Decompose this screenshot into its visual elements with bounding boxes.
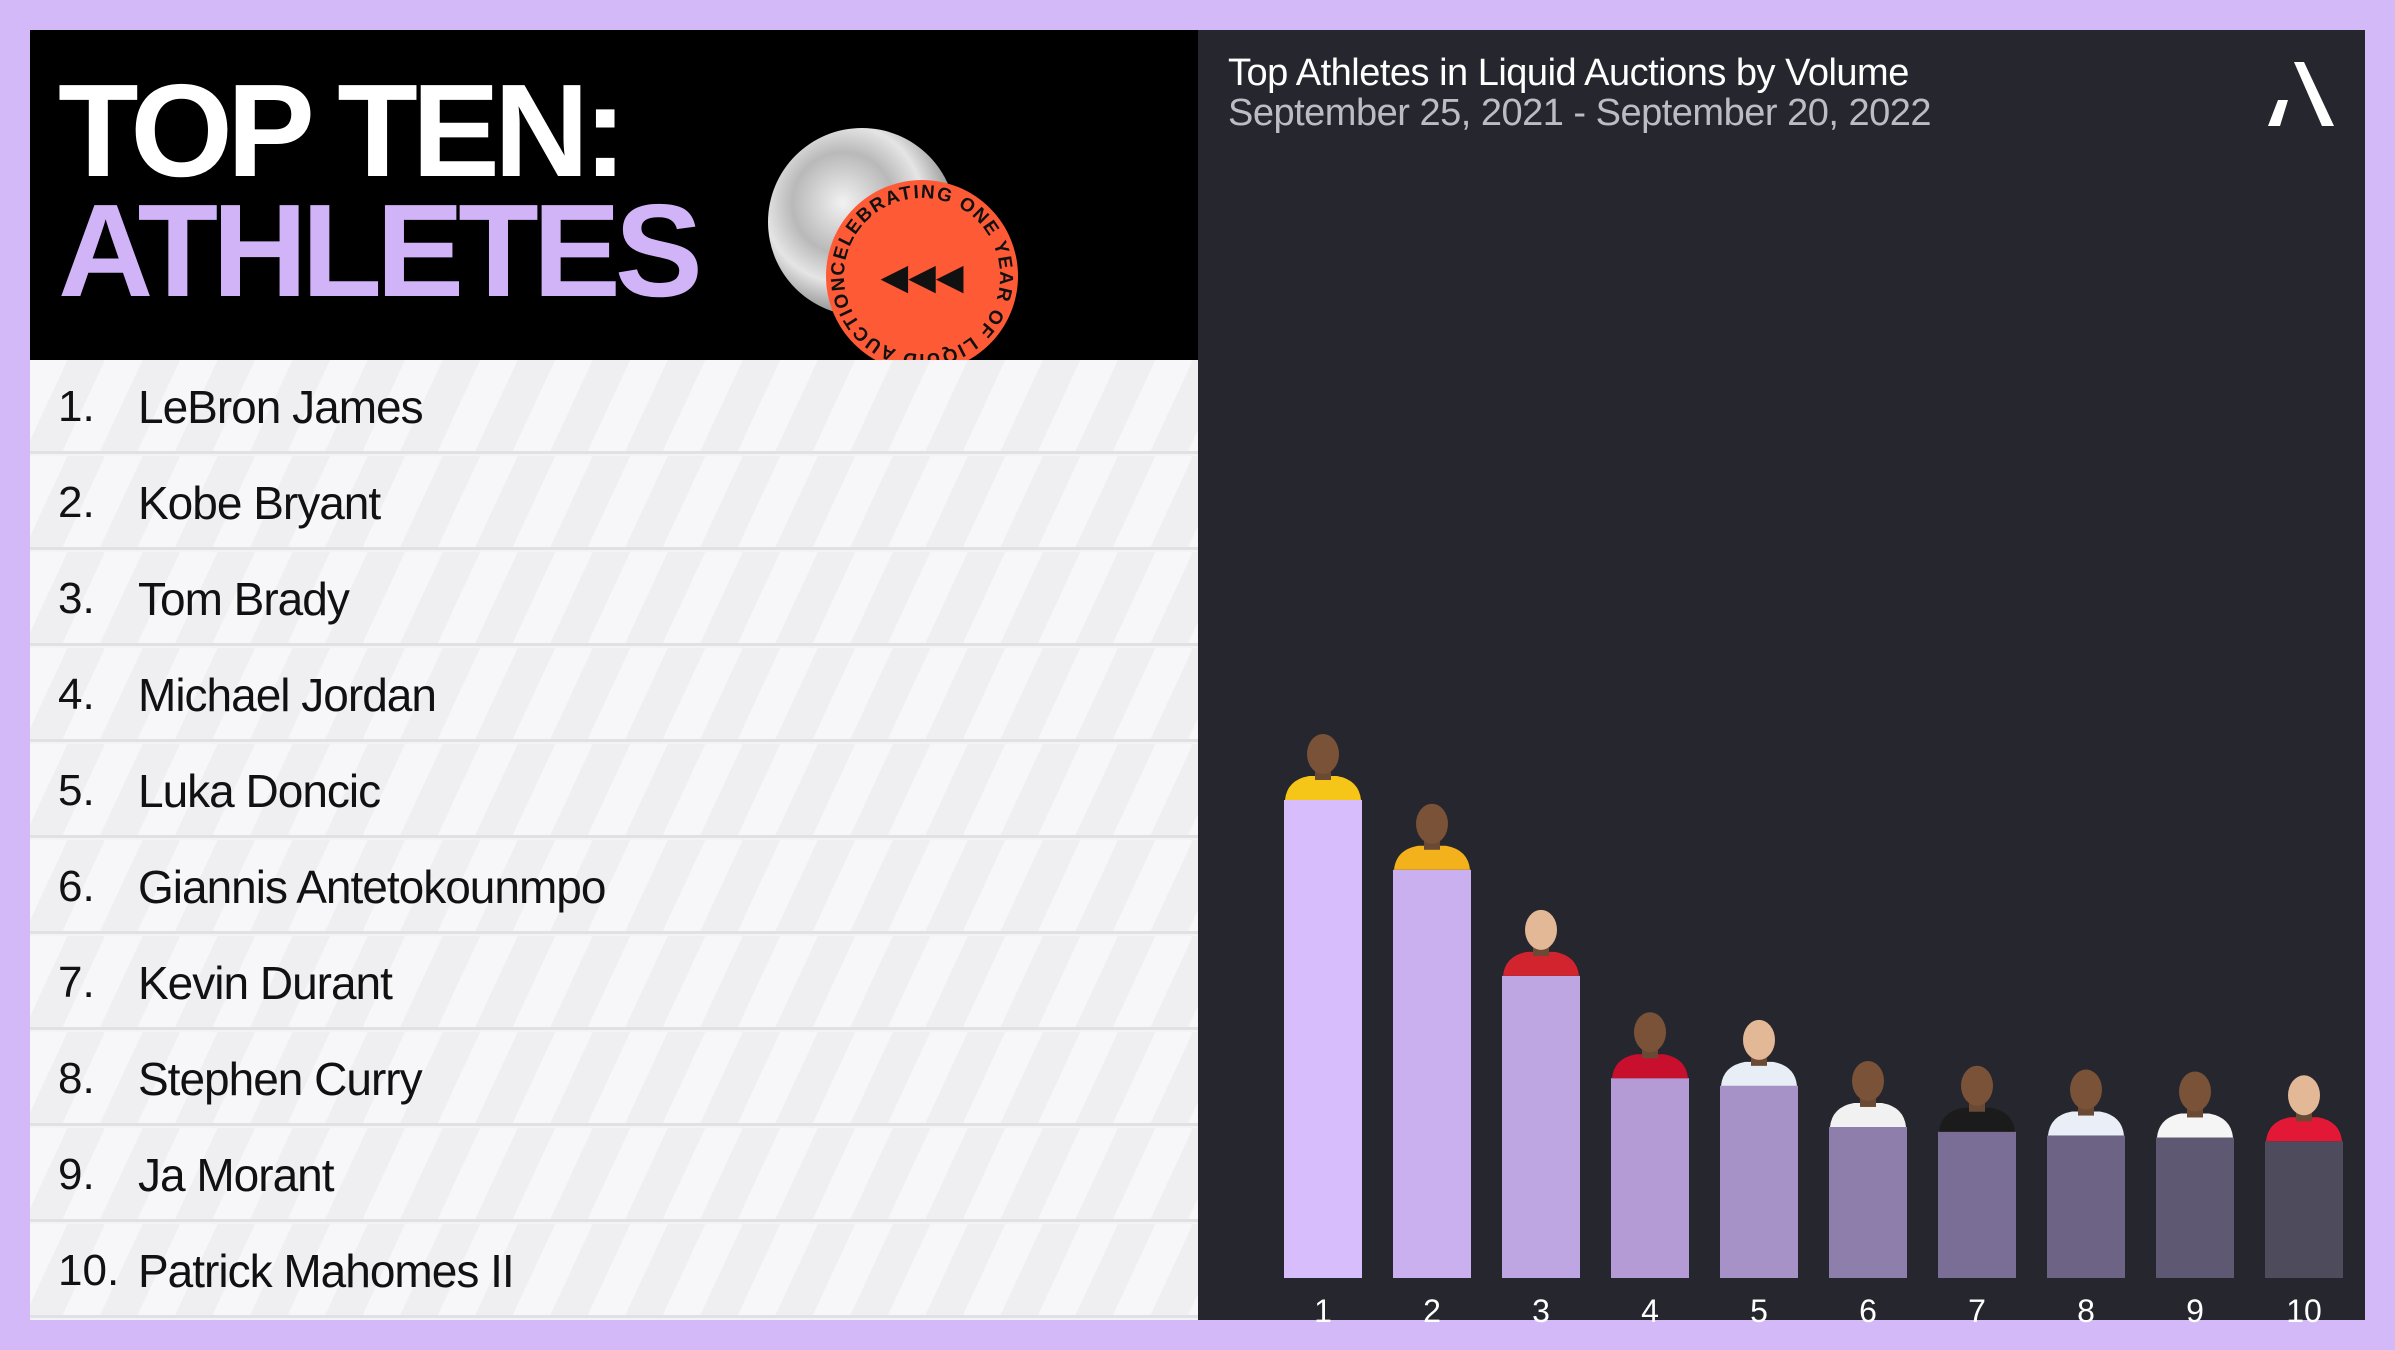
player-photo-kobe-bryant <box>1394 803 1470 870</box>
ranking-row: 7. Kevin Durant <box>30 936 1198 1030</box>
bar-1 <box>1284 800 1362 1278</box>
x-tick-label: 2 <box>1423 1293 1441 1329</box>
anniversary-badge: CELEBRATING ONE YEAR OF LIQUID AUCTIONS … <box>768 128 1018 372</box>
athlete-name: Tom Brady <box>138 573 350 625</box>
rank-number: 6. <box>58 862 95 911</box>
ranking-row: 9. Ja Morant <box>30 1128 1198 1222</box>
x-tick-label: 3 <box>1532 1293 1550 1329</box>
player-photo-kevin-durant <box>1939 1065 2015 1132</box>
ranking-row: 5. Luka Doncic <box>30 744 1198 838</box>
infographic-frame: TOP TEN: ATHLETES CELEBRATING ONE YEAR O… <box>30 30 2365 1329</box>
player-photo-michael-jordan <box>1612 1012 1688 1079</box>
bar-9 <box>2156 1137 2234 1278</box>
x-tick-label: 10 <box>2286 1293 2322 1329</box>
athlete-name: Ja Morant <box>138 1149 335 1201</box>
rewind-icon: ◀◀◀ <box>880 257 963 298</box>
athlete-name: Patrick Mahomes II <box>138 1245 515 1297</box>
rank-number: 9. <box>58 1150 95 1199</box>
title-line-2: ATHLETES <box>58 177 703 324</box>
bar-4 <box>1611 1078 1689 1278</box>
bar-8 <box>2047 1135 2125 1278</box>
player-photo-luka-doncic <box>1721 1019 1797 1086</box>
rank-number: 10. <box>58 1246 120 1295</box>
athlete-name: Michael Jordan <box>138 669 437 721</box>
athlete-name: Luka Doncic <box>138 765 381 817</box>
ranking-row: 3. Tom Brady <box>30 552 1198 646</box>
x-tick-label: 4 <box>1641 1293 1659 1329</box>
rank-number: 8. <box>58 1054 95 1103</box>
player-photo-tom-brady <box>1503 909 1579 976</box>
bar-10 <box>2265 1141 2343 1278</box>
rank-number: 1. <box>58 382 95 431</box>
bar-2 <box>1393 869 1471 1278</box>
player-photo-stephen-curry <box>2048 1069 2124 1136</box>
rank-number: 3. <box>58 574 95 623</box>
chart-subtitle: September 25, 2021 - September 20, 2022 <box>1228 92 1931 134</box>
athlete-name: Giannis Antetokounmpo <box>138 861 606 913</box>
bar-6 <box>1829 1126 1907 1278</box>
ranking-row: 2. Kobe Bryant <box>30 456 1198 550</box>
chart-title: Top Athletes in Liquid Auctions by Volum… <box>1228 52 1909 94</box>
badge-circle <box>826 180 1018 372</box>
x-tick-label: 9 <box>2186 1293 2204 1329</box>
bar-3 <box>1502 975 1580 1278</box>
bar-chart: 1 2 3 4 5 6 7 8 9 10 <box>1284 734 2343 1329</box>
athlete-name: Stephen Curry <box>138 1053 423 1105</box>
bar-7 <box>1938 1131 2016 1278</box>
player-photo-patrick-mahomes <box>2266 1075 2342 1142</box>
rank-number: 2. <box>58 478 95 527</box>
ranking-row: 8. Stephen Curry <box>30 1032 1198 1126</box>
rank-number: 7. <box>58 958 95 1007</box>
title-line-1: TOP TEN: <box>58 57 627 204</box>
title-block: TOP TEN: ATHLETES <box>30 30 1198 360</box>
player-photo-lebron-james <box>1285 734 1361 800</box>
ranking-row: 1. LeBron James <box>30 360 1198 454</box>
brand-logo-icon <box>2268 62 2334 126</box>
ranking-row: 6. Giannis Antetokounmpo <box>30 840 1198 934</box>
athlete-name: Kobe Bryant <box>138 477 381 529</box>
bar-5 <box>1720 1085 1798 1278</box>
athlete-name: LeBron James <box>138 381 424 433</box>
ranking-row: 4. Michael Jordan <box>30 648 1198 742</box>
x-tick-label: 7 <box>1968 1293 1986 1329</box>
rank-number: 5. <box>58 766 95 815</box>
player-photo-ja-morant <box>2157 1071 2233 1138</box>
ranking-list: 1. LeBron James 2. Kobe Bryant 3. Tom Brady 4.… <box>30 360 1198 1320</box>
x-tick-label: 1 <box>1314 1293 1332 1329</box>
rank-number: 4. <box>58 670 95 719</box>
x-tick-label: 8 <box>2077 1293 2095 1329</box>
athlete-name: Kevin Durant <box>138 957 393 1009</box>
x-tick-label: 6 <box>1859 1293 1877 1329</box>
x-tick-label: 5 <box>1750 1293 1768 1329</box>
player-photo-giannis-antetokounmpo <box>1830 1060 1906 1127</box>
ranking-row: 10. Patrick Mahomes II <box>30 1224 1198 1318</box>
